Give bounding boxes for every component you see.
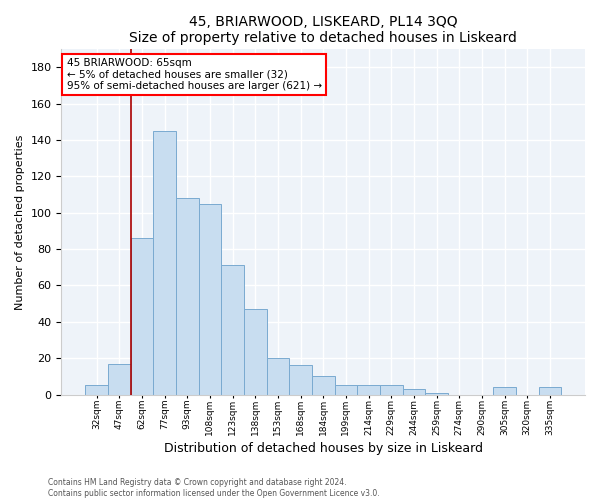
- Bar: [85, 386, 108, 394]
- Bar: [357, 386, 380, 394]
- Bar: [493, 387, 516, 394]
- Bar: [289, 366, 312, 394]
- Bar: [403, 389, 425, 394]
- Title: 45, BRIARWOOD, LISKEARD, PL14 3QQ
Size of property relative to detached houses i: 45, BRIARWOOD, LISKEARD, PL14 3QQ Size o…: [129, 15, 517, 45]
- Bar: [266, 358, 289, 395]
- Bar: [176, 198, 199, 394]
- Bar: [539, 387, 561, 394]
- Text: Contains HM Land Registry data © Crown copyright and database right 2024.
Contai: Contains HM Land Registry data © Crown c…: [48, 478, 380, 498]
- Bar: [380, 386, 403, 394]
- Bar: [221, 266, 244, 394]
- Bar: [312, 376, 335, 394]
- Bar: [244, 309, 266, 394]
- Bar: [199, 204, 221, 394]
- Bar: [425, 392, 448, 394]
- Y-axis label: Number of detached properties: Number of detached properties: [15, 134, 25, 310]
- X-axis label: Distribution of detached houses by size in Liskeard: Distribution of detached houses by size …: [164, 442, 483, 455]
- Bar: [153, 131, 176, 394]
- Bar: [108, 364, 131, 394]
- Text: 45 BRIARWOOD: 65sqm
← 5% of detached houses are smaller (32)
95% of semi-detache: 45 BRIARWOOD: 65sqm ← 5% of detached hou…: [67, 58, 322, 91]
- Bar: [335, 386, 357, 394]
- Bar: [131, 238, 153, 394]
